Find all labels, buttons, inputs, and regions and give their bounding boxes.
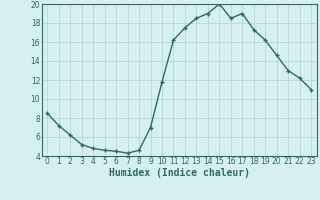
X-axis label: Humidex (Indice chaleur): Humidex (Indice chaleur) [109, 168, 250, 178]
